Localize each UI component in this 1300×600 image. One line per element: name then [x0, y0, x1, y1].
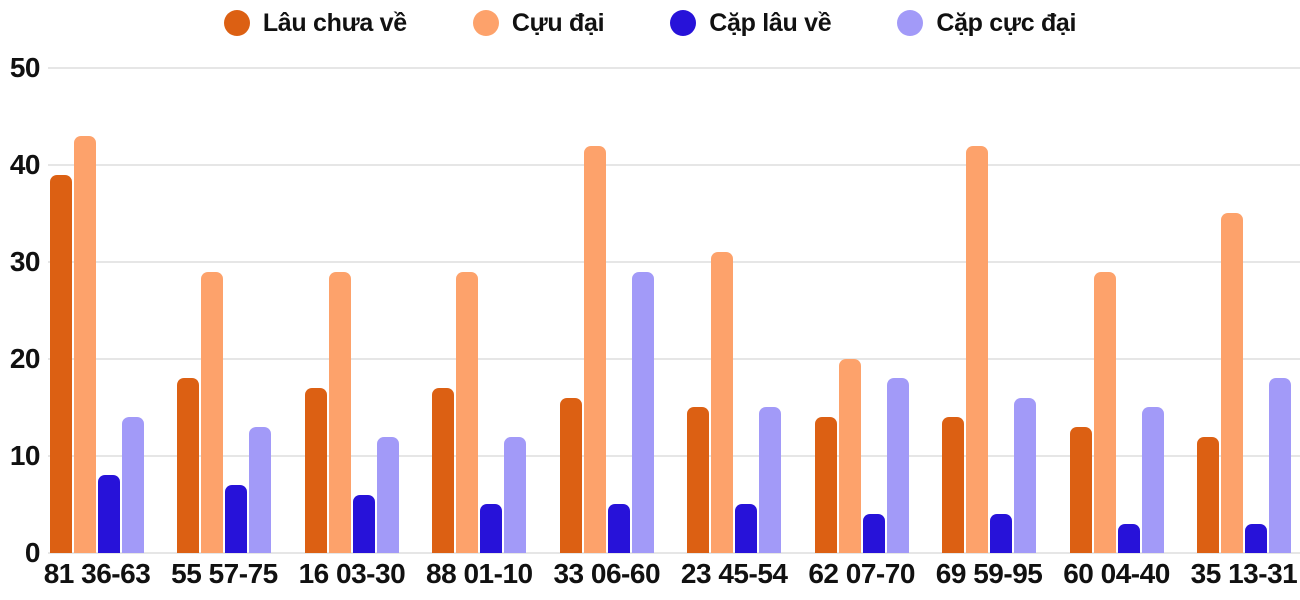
bar[interactable]	[456, 272, 479, 553]
bar[interactable]	[328, 272, 351, 553]
bar[interactable]	[352, 495, 375, 553]
y-tick-label: 30	[9, 246, 41, 277]
bar[interactable]	[687, 407, 710, 553]
x-tick-label: 88 01-10	[426, 558, 533, 589]
legend-circle-icon	[897, 10, 924, 36]
bars	[1196, 68, 1291, 553]
bar[interactable]	[225, 485, 248, 553]
bars	[177, 68, 272, 553]
bar[interactable]	[1141, 407, 1164, 553]
bar-group-1: 55 57-75	[171, 68, 278, 590]
gridline	[48, 261, 1300, 263]
legend: Lâu chưa về Cựu đại Cặp lâu về Cặp cực đại	[0, 0, 1300, 46]
bar[interactable]	[177, 378, 200, 553]
bar[interactable]	[50, 175, 72, 553]
bar[interactable]	[74, 136, 96, 553]
bars	[559, 68, 654, 553]
legend-item-1[interactable]: Cựu đại	[472, 8, 605, 38]
bar[interactable]	[1014, 398, 1037, 553]
bar[interactable]	[1069, 427, 1092, 553]
bar[interactable]	[1196, 437, 1219, 553]
legend-item-3[interactable]: Cặp cực đại	[897, 9, 1076, 38]
bar[interactable]	[942, 417, 965, 553]
bar-groups: 81 36-63 55 57-75 16 03-30 88 01-10 33 06-60…	[44, 68, 1298, 590]
bar-group-8: 60 04-40	[1063, 68, 1170, 590]
bar-group-4: 33 06-60	[553, 68, 661, 590]
bar-group-3: 88 01-10	[426, 68, 533, 590]
bar[interactable]	[607, 504, 630, 553]
y-tick-label: 50	[9, 52, 41, 83]
bars	[50, 68, 144, 553]
bar-group-2: 16 03-30	[299, 68, 406, 590]
gridline	[48, 455, 1300, 457]
bar[interactable]	[376, 437, 399, 553]
bar[interactable]	[1117, 524, 1140, 553]
bars	[942, 68, 1037, 553]
bar-group-9: 35 13-31	[1191, 68, 1298, 590]
bar[interactable]	[838, 359, 861, 553]
x-tick-label: 81 36-63	[43, 558, 151, 589]
bar-group-6: 62 07-70	[808, 68, 915, 590]
x-tick-label: 55 57-75	[171, 558, 278, 589]
gridline	[48, 358, 1300, 360]
bar[interactable]	[249, 427, 272, 553]
bar[interactable]	[122, 417, 144, 553]
legend-label: Cựu đại	[511, 8, 605, 37]
bar[interactable]	[886, 378, 909, 553]
bar[interactable]	[583, 146, 606, 553]
bar[interactable]	[814, 417, 837, 553]
bar[interactable]	[1093, 272, 1116, 553]
bar[interactable]	[735, 504, 758, 553]
legend-item-2[interactable]: Cặp lâu về	[670, 8, 832, 38]
bar[interactable]	[1268, 378, 1291, 553]
bars	[304, 68, 399, 553]
bars	[432, 68, 527, 553]
x-tick-label: 69 59-95	[935, 558, 1043, 589]
y-tick-label: 10	[9, 440, 41, 471]
bar[interactable]	[711, 252, 734, 553]
y-tick-label: 40	[9, 149, 41, 180]
x-tick-label: 33 06-60	[553, 558, 661, 589]
bar[interactable]	[990, 514, 1013, 553]
x-tick-label: 23 45-54	[680, 558, 788, 589]
y-tick-label: 20	[9, 343, 41, 374]
bar[interactable]	[504, 437, 527, 553]
bar[interactable]	[98, 475, 120, 553]
bar[interactable]	[559, 398, 582, 553]
bar[interactable]	[1220, 213, 1243, 553]
legend-label: Cặp lâu về	[709, 8, 832, 37]
x-tick-label: 35 13-31	[1190, 558, 1298, 589]
bar[interactable]	[304, 388, 327, 553]
x-tick-label: 62 07-70	[808, 558, 915, 589]
bar[interactable]	[1244, 524, 1267, 553]
bars	[1069, 68, 1164, 553]
gridline	[48, 552, 1300, 554]
legend-circle-icon	[670, 10, 697, 36]
x-tick-label: 60 04-40	[1063, 558, 1170, 589]
x-tick-label: 16 03-30	[298, 558, 406, 589]
bar-group-5: 23 45-54	[681, 68, 788, 590]
bar[interactable]	[631, 272, 654, 553]
legend-label: Cặp cực đại	[936, 8, 1077, 37]
gridline	[48, 67, 1300, 69]
bar-group-0: 81 36-63	[44, 68, 151, 590]
legend-circle-icon	[472, 10, 499, 36]
legend-item-0[interactable]: Lâu chưa về	[223, 8, 407, 38]
bar[interactable]	[480, 504, 503, 553]
bar[interactable]	[862, 514, 885, 553]
y-tick-label: 0	[24, 537, 41, 568]
bar[interactable]	[201, 272, 224, 553]
bars	[814, 68, 909, 553]
bar[interactable]	[966, 146, 989, 553]
legend-circle-icon	[223, 10, 250, 36]
legend-label: Lâu chưa về	[262, 8, 407, 37]
bar[interactable]	[432, 388, 455, 553]
bar-group-7: 69 59-95	[936, 68, 1043, 590]
bars	[687, 68, 782, 553]
bar[interactable]	[759, 407, 782, 553]
gridline	[48, 164, 1300, 166]
